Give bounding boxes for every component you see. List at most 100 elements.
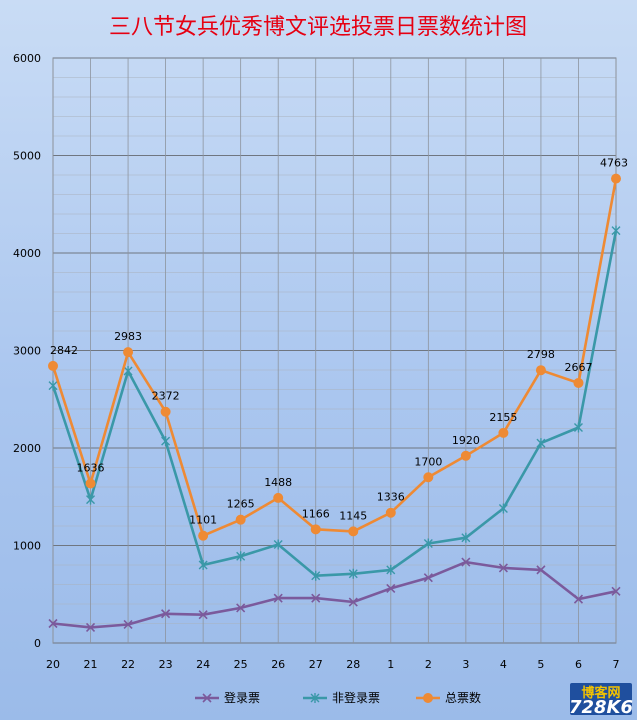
data-point-series-0: [161, 609, 171, 619]
data-point-series-0: [123, 619, 133, 630]
legend-label: 非登录票: [332, 690, 380, 705]
data-point-series-0: [198, 610, 208, 620]
x-tick-label: 24: [196, 658, 210, 671]
data-point-series-2: [460, 450, 471, 461]
watermark-bottom-text: 728K6: [569, 697, 633, 718]
x-tick-label: 7: [613, 658, 620, 671]
data-label: 1101: [189, 514, 217, 527]
data-label: 1920: [452, 434, 480, 447]
data-point-series-0: [461, 557, 471, 567]
legend-label: 总票数: [445, 690, 481, 705]
data-point-series-2: [198, 530, 209, 541]
data-point-series-1: [573, 422, 583, 433]
data-label: 2667: [564, 361, 592, 374]
data-label: 2155: [489, 411, 517, 424]
data-point-series-0: [85, 622, 96, 632]
data-point-series-2: [310, 524, 321, 535]
watermark-top-text: 博客网: [581, 685, 620, 701]
y-tick-label: 6000: [13, 52, 41, 65]
y-tick-label: 4000: [13, 247, 41, 260]
data-point-series-2: [85, 478, 96, 489]
x-tick-label: 25: [234, 658, 248, 671]
x-tick-label: 22: [121, 658, 135, 671]
y-tick-label: 1000: [13, 540, 41, 553]
x-tick-label: 4: [500, 658, 507, 671]
data-point-series-1: [536, 438, 546, 449]
data-point-series-2: [235, 514, 246, 525]
y-tick-label: 2000: [13, 442, 41, 455]
x-tick-label: 28: [346, 658, 360, 671]
legend-label: 登录票: [224, 690, 260, 705]
data-label: 2842: [50, 344, 78, 357]
data-point-series-1: [423, 538, 433, 549]
data-point-series-0: [311, 593, 321, 603]
data-point-series-1: [161, 436, 171, 447]
data-point-series-2: [123, 347, 134, 358]
x-tick-label: 21: [84, 658, 98, 671]
legend: 登录票 非登录票 总票数: [195, 690, 481, 705]
data-point-series-1: [348, 568, 358, 579]
legend-marker: [310, 693, 320, 703]
data-point-series-2: [535, 365, 546, 376]
x-tick-label: 27: [309, 658, 323, 671]
data-label: 1265: [227, 498, 255, 511]
data-point-series-0: [348, 597, 358, 607]
data-label: 1636: [77, 461, 105, 474]
data-point-series-1: [48, 380, 58, 391]
data-point-series-0: [386, 583, 396, 593]
data-point-series-2: [273, 492, 284, 503]
y-tick-label: 0: [34, 637, 41, 650]
x-tick-label: 23: [159, 658, 173, 671]
data-label: 1166: [302, 507, 330, 520]
data-point-series-1: [386, 564, 396, 575]
series-line-1: [51, 230, 618, 577]
data-point-series-2: [385, 507, 396, 518]
x-tick-label: 5: [537, 658, 544, 671]
data-point-series-2: [423, 472, 434, 483]
x-tick-label: 2: [425, 658, 432, 671]
data-point-series-1: [273, 539, 283, 550]
data-point-series-0: [48, 618, 58, 629]
data-point-series-2: [160, 406, 171, 417]
data-label: 1488: [264, 476, 292, 489]
chart-title: 三八节女兵优秀博文评选投票日票数统计图: [109, 15, 527, 40]
data-point-series-2: [573, 377, 584, 388]
watermark: 博客网 728K6: [569, 683, 633, 718]
data-label: 1700: [414, 455, 442, 468]
data-label: 2372: [152, 390, 180, 403]
data-point-series-2: [611, 173, 621, 184]
data-point-series-0: [423, 573, 433, 583]
data-point-series-1: [198, 560, 208, 570]
data-label: 2983: [114, 330, 142, 343]
x-tick-label: 26: [271, 658, 285, 671]
series-line-2: [51, 178, 618, 537]
y-tick-label: 3000: [13, 345, 41, 358]
legend-marker: [423, 693, 433, 703]
x-tick-label: 3: [462, 658, 469, 671]
data-label: 2798: [527, 348, 555, 361]
data-label: 1145: [339, 509, 367, 522]
data-point-series-1: [498, 503, 508, 514]
data-point-series-0: [273, 593, 283, 603]
data-label: 4763: [600, 157, 628, 170]
data-point-series-1: [123, 365, 133, 376]
data-point-series-1: [611, 225, 621, 236]
data-point-series-0: [573, 594, 584, 604]
data-point-series-1: [461, 532, 471, 543]
data-point-series-0: [536, 565, 546, 575]
x-tick-label: 6: [575, 658, 582, 671]
data-point-series-2: [348, 526, 359, 537]
x-tick-label: 1: [387, 658, 394, 671]
data-point-series-1: [236, 551, 246, 562]
series-line-0: [52, 560, 617, 629]
data-point-series-0: [236, 603, 246, 613]
y-tick-label: 5000: [13, 150, 41, 163]
data-point-series-1: [86, 494, 96, 505]
legend-marker: [202, 693, 212, 703]
data-point-series-2: [498, 427, 509, 438]
data-point-series-0: [611, 586, 621, 596]
data-label: 1336: [377, 491, 405, 504]
x-tick-label: 20: [46, 658, 60, 671]
